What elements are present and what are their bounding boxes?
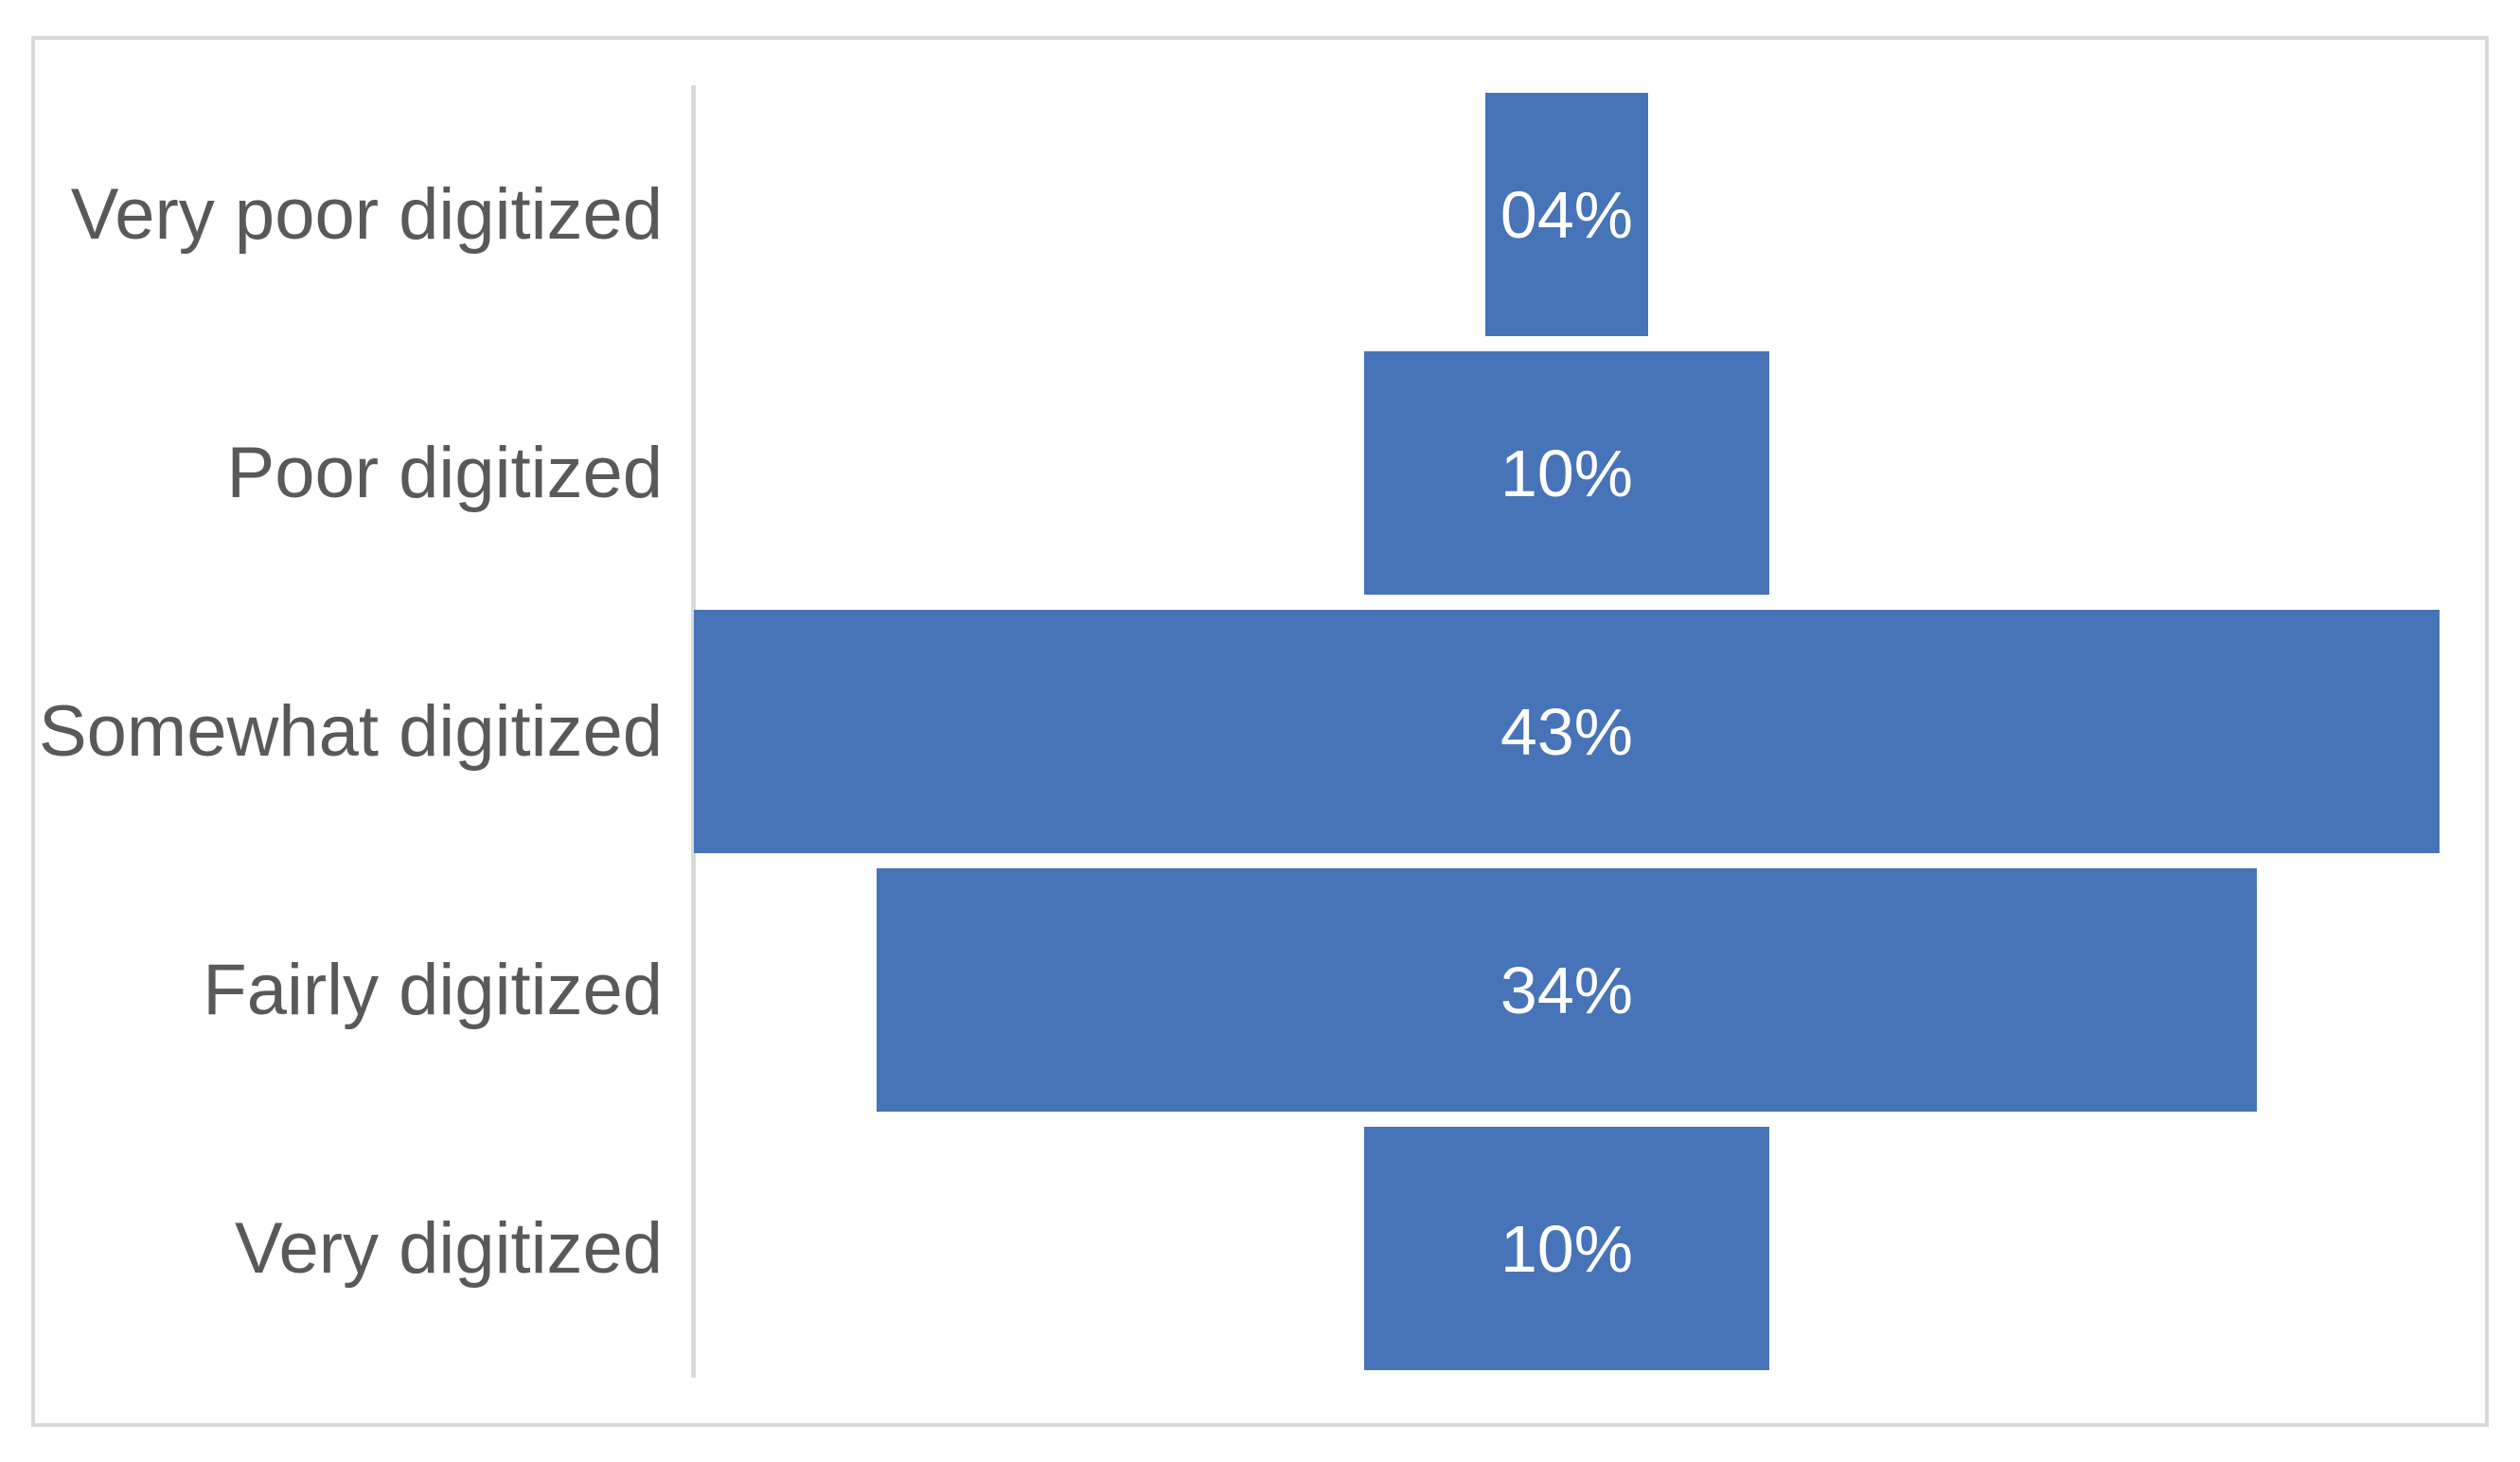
bar-row: Very poor digitized 04% [0,85,2520,344]
bar-row: Fairly digitized 34% [0,861,2520,1119]
category-label: Fairly digitized [203,950,663,1030]
bar-value-label: 34% [1500,953,1634,1027]
bar: 10% [1363,1127,1770,1370]
bar: 04% [1485,93,1648,336]
bar-row: Poor digitized 10% [0,344,2520,602]
category-label: Very digitized [234,1208,663,1289]
bar-value-label: 10% [1500,436,1634,510]
category-label: Somewhat digitized [38,691,663,772]
bar-value-label: 10% [1500,1211,1634,1286]
bar-row: Very digitized 10% [0,1119,2520,1378]
category-label: Poor digitized [226,433,664,513]
bar: 10% [1363,351,1770,595]
bar: 43% [694,610,2440,853]
category-label: Very poor digitized [70,174,663,255]
bar-value-label: 04% [1500,177,1634,252]
bar-row: Somewhat digitized 43% [0,602,2520,861]
bar: 34% [876,868,2257,1112]
bar-value-label: 43% [1500,694,1634,769]
category-axis-line [691,85,696,1378]
